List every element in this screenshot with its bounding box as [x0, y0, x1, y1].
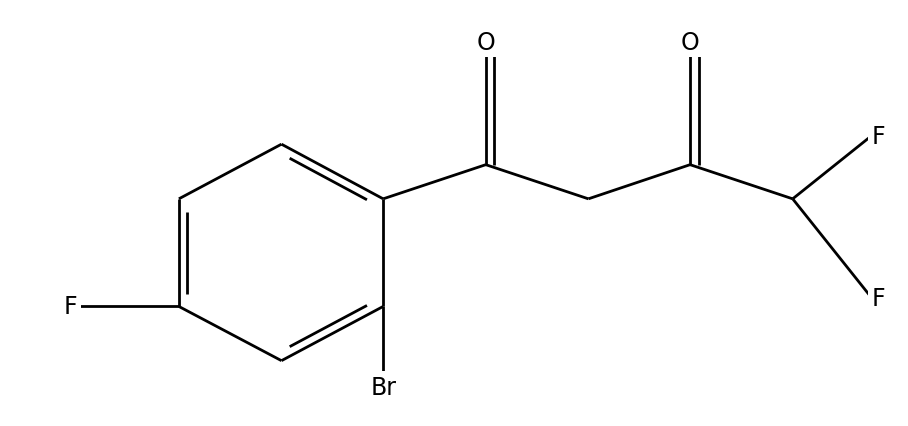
- Text: F: F: [872, 286, 885, 310]
- Text: F: F: [872, 124, 885, 148]
- Text: F: F: [64, 295, 77, 319]
- Text: O: O: [477, 31, 495, 55]
- Text: O: O: [681, 31, 699, 55]
- Text: Br: Br: [370, 375, 396, 399]
